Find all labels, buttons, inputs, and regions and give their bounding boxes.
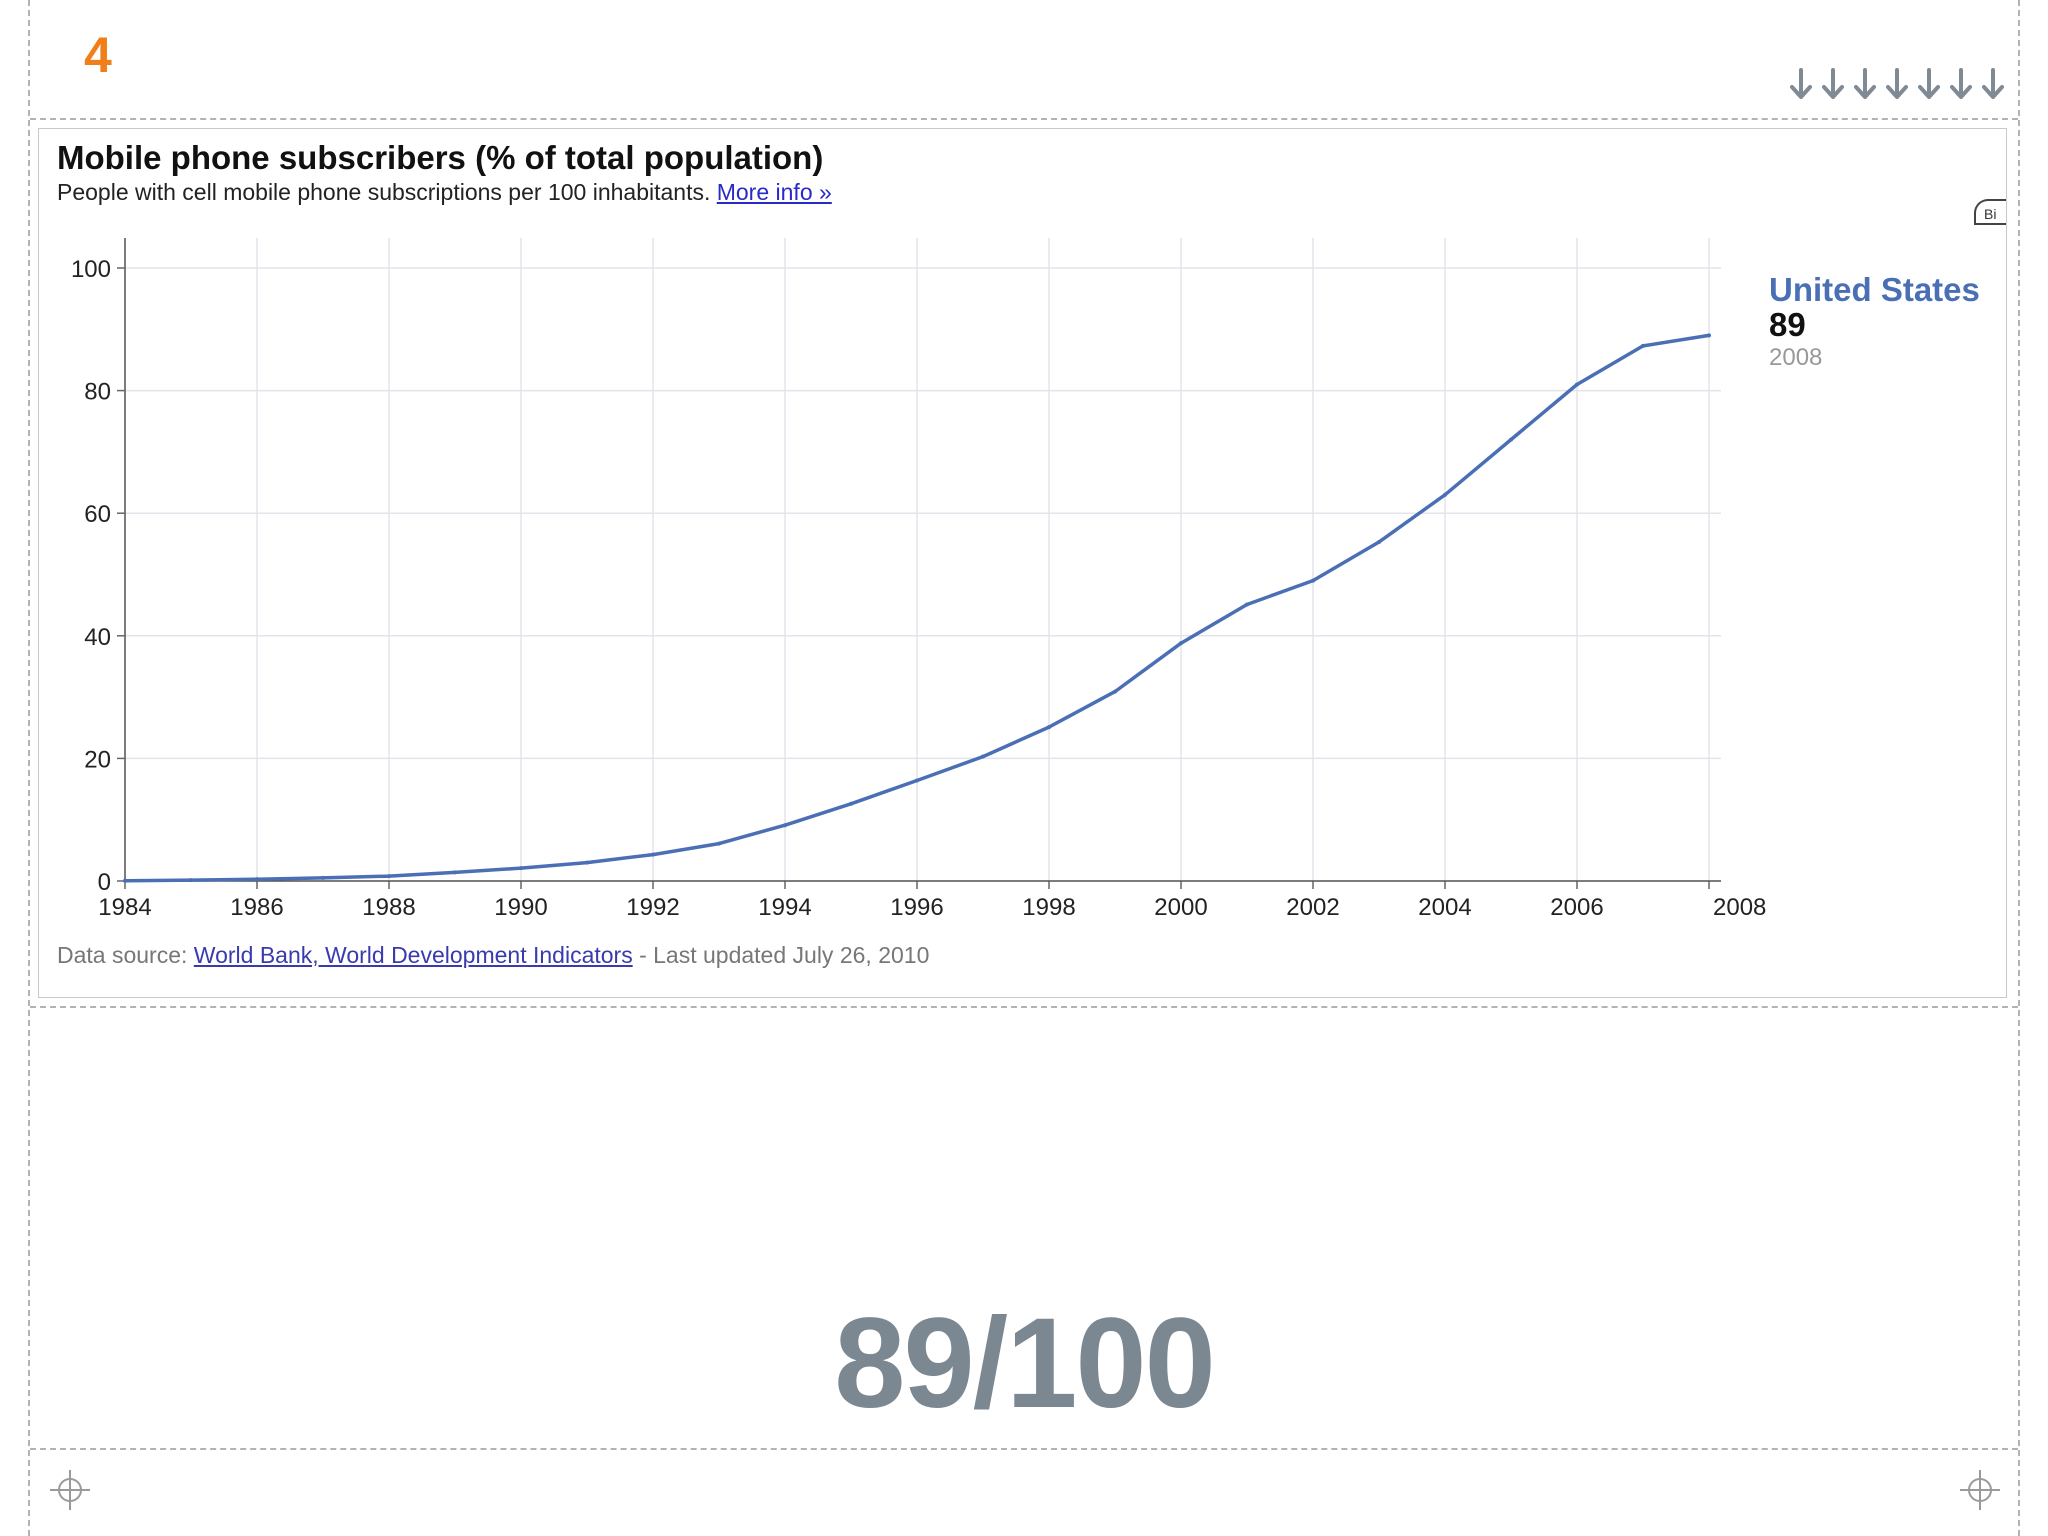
data-point (1179, 641, 1183, 646)
data-point (519, 866, 523, 871)
crosshair-icon (1960, 1470, 2000, 1510)
x-tick-label: 2008 (1713, 894, 1766, 921)
data-point (849, 801, 853, 806)
data-point (123, 878, 127, 883)
data-point (651, 852, 655, 857)
data-point (717, 841, 721, 846)
series-label-value: 89 (1769, 306, 1806, 343)
frame-right-border (2018, 0, 2020, 1536)
x-tick-label: 1986 (230, 894, 283, 921)
data-point (1245, 602, 1249, 607)
data-point (1641, 343, 1645, 348)
data-point (585, 860, 589, 865)
side-tab[interactable]: Bi (1974, 199, 2006, 225)
data-point (387, 874, 391, 879)
x-tick-label: 1984 (98, 894, 151, 921)
data-point (1443, 492, 1447, 497)
data-point (189, 878, 193, 883)
down-arrow-icon[interactable] (1916, 68, 1942, 100)
y-tick-label: 40 (84, 624, 111, 651)
down-arrow-icon[interactable] (1980, 68, 2006, 100)
chart-subtitle-text: People with cell mobile phone subscripti… (57, 179, 711, 205)
chart-panel: Mobile phone subscribers (% of total pop… (38, 128, 2007, 998)
frame-left-border (28, 0, 30, 1536)
chart-footer: Data source: World Bank, World Developme… (57, 942, 929, 969)
x-tick-label: 1990 (494, 894, 547, 921)
x-tick-label: 1992 (626, 894, 679, 921)
down-arrow-icon[interactable] (1820, 68, 1846, 100)
data-point (453, 870, 457, 875)
data-point (915, 778, 919, 783)
data-source-link[interactable]: World Bank, World Development Indicators (193, 942, 633, 968)
x-tick-label: 2006 (1550, 894, 1603, 921)
x-tick-label: 1996 (890, 894, 943, 921)
data-point (1707, 333, 1711, 338)
data-point (981, 754, 985, 759)
line-chart: 0 20 40 60 80 100 1984 1986 1988 1990 1992 1994 1996… (71, 238, 1980, 921)
chart-subtitle: People with cell mobile phone subscripti… (57, 179, 832, 206)
down-arrow-icon[interactable] (1948, 68, 1974, 100)
y-tick-label: 0 (98, 869, 111, 896)
data-point (1377, 540, 1381, 545)
slide-number: 4 (84, 27, 112, 83)
chart-title: Mobile phone subscribers (% of total pop… (57, 139, 824, 176)
navigation-arrows (1788, 68, 2006, 100)
x-tick-label: 1994 (758, 894, 811, 921)
data-point (1113, 689, 1117, 694)
footer-suffix: - Last updated July 26, 2010 (632, 942, 930, 968)
data-point (783, 823, 787, 828)
data-point (255, 877, 259, 882)
crosshair-icon (50, 1470, 90, 1510)
frame-divider-middle (30, 1006, 2018, 1008)
data-point (1311, 578, 1315, 583)
frame-divider-top (30, 118, 2018, 120)
x-tick-label: 2000 (1154, 894, 1207, 921)
series-label-year: 2008 (1769, 344, 1822, 371)
down-arrow-icon[interactable] (1884, 68, 1910, 100)
y-tick-label: 100 (71, 256, 111, 283)
x-tick-label: 2002 (1286, 894, 1339, 921)
series-label-name: United States (1769, 271, 1980, 308)
big-fraction: 89/100 (834, 1292, 1216, 1435)
frame-divider-bottom (30, 1448, 2018, 1450)
y-tick-label: 60 (84, 501, 111, 528)
data-point (321, 875, 325, 880)
data-point (1509, 437, 1513, 442)
data-point (1575, 382, 1579, 387)
x-tick-label: 1998 (1022, 894, 1075, 921)
footer-prefix: Data source: (57, 942, 194, 968)
data-point (1047, 725, 1051, 730)
more-info-link[interactable]: More info » (716, 179, 832, 205)
down-arrow-icon[interactable] (1852, 68, 1878, 100)
y-tick-label: 80 (84, 379, 111, 406)
down-arrow-icon[interactable] (1788, 68, 1814, 100)
x-tick-label: 2004 (1418, 894, 1471, 921)
x-tick-label: 1988 (362, 894, 415, 921)
y-tick-label: 20 (84, 746, 111, 773)
